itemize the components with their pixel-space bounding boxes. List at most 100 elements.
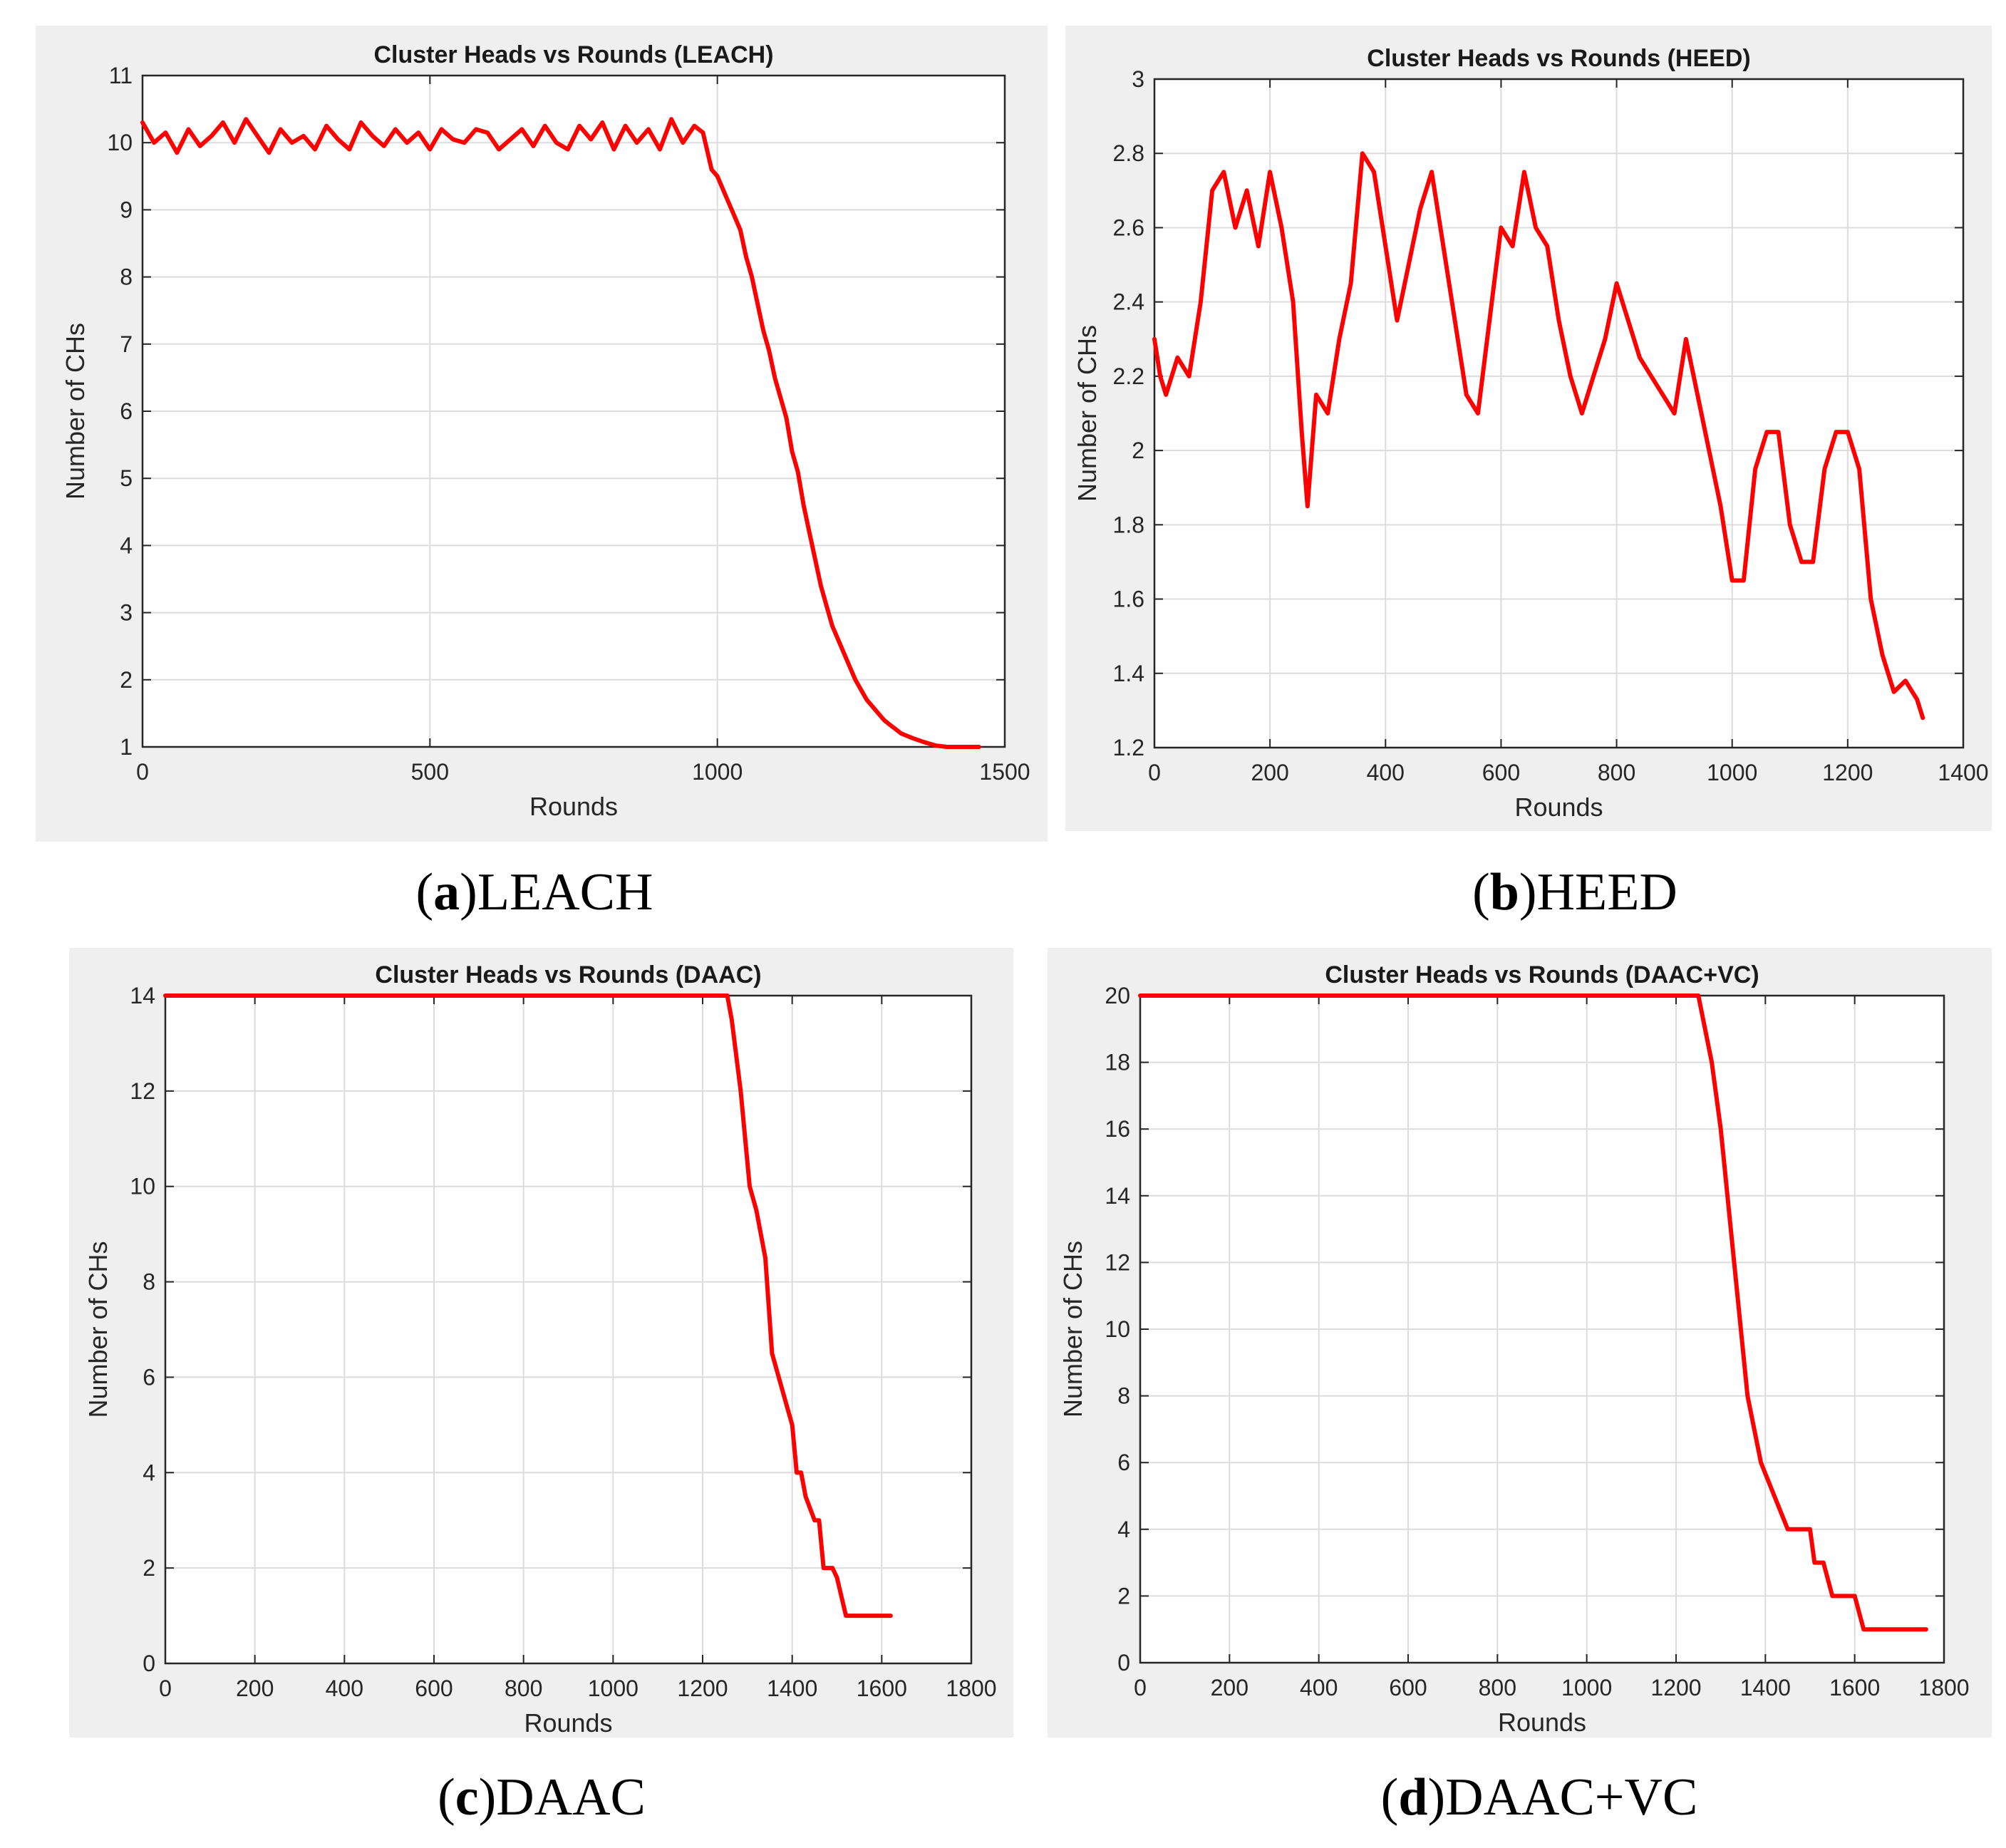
y-tick-label: 1.4	[1113, 661, 1144, 686]
chart-title: Cluster Heads vs Rounds (DAAC+VC)	[1325, 961, 1759, 988]
y-tick-label: 2	[1132, 438, 1144, 463]
caption-name: DAAC	[496, 1768, 646, 1827]
caption-name: DAAC+VC	[1445, 1768, 1698, 1827]
plot-area	[1154, 79, 1963, 748]
caption-a: (a)LEACH	[415, 863, 653, 922]
x-tick-label: 600	[1482, 760, 1520, 785]
chart-heed: 0 200 400 600 800 1000 1200 1400 1.2 1.4 1.6 1.8 2 2.…	[1065, 26, 1992, 831]
chart-panel-c: 0 200 400 600 800 1000 1200 1400 1600 1800 0 2 4 6 8 10…	[69, 948, 1013, 1738]
chart-panel-d: 0 200 400 600 800 1000 1200 1400 1600 1800 0 2 4 6 8 10…	[1048, 948, 1992, 1738]
y-tick-label: 9	[120, 197, 133, 222]
y-tick-label: 12	[130, 1078, 155, 1104]
x-tick-label: 0	[1148, 760, 1161, 785]
y-tick-label: 16	[1105, 1116, 1130, 1142]
y-tick-label: 10	[107, 130, 133, 155]
x-tick-label: 200	[1251, 760, 1288, 785]
series-line	[163, 993, 893, 1619]
y-tick-label: 1.2	[1113, 735, 1144, 760]
x-tick-label: 800	[505, 1676, 542, 1701]
x-tick-label: 600	[1389, 1675, 1427, 1700]
y-tick-label: 20	[1105, 983, 1130, 1008]
x-tick-label: 500	[411, 759, 449, 785]
chart-daac-vc: 0 200 400 600 800 1000 1200 1400 1600 1800 0 2 4 6 8 10…	[1048, 948, 1992, 1738]
y-tick-label: 2	[120, 667, 133, 693]
chart-daac: 0 200 400 600 800 1000 1200 1400 1600 1800 0 2 4 6 8 10…	[69, 948, 1013, 1738]
x-tick-label: 1600	[857, 1676, 907, 1701]
y-tick-label: 4	[120, 532, 133, 558]
y-tick-label: 7	[120, 331, 133, 357]
x-axis-label: Rounds	[524, 1708, 612, 1738]
y-tick-label: 8	[120, 264, 133, 290]
y-axis-label: Number of CHs	[1058, 1241, 1087, 1418]
y-tick-label: 2	[143, 1555, 155, 1581]
chart-title: Cluster Heads vs Rounds (DAAC)	[375, 961, 761, 988]
y-tick-label: 3	[120, 600, 133, 626]
y-axis-label: Number of CHs	[83, 1241, 113, 1418]
x-tick-label: 400	[1367, 760, 1405, 785]
x-tick-label: 1400	[1938, 760, 1988, 785]
y-tick-label: 10	[130, 1174, 155, 1199]
x-tick-label: 0	[159, 1676, 172, 1701]
chart-title: Cluster Heads vs Rounds (LEACH)	[373, 41, 773, 68]
y-tick-label: 3	[1132, 66, 1144, 92]
caption-b: (b)HEED	[1472, 863, 1677, 922]
x-tick-label: 200	[236, 1676, 274, 1701]
x-tick-label: 1000	[1561, 1675, 1612, 1700]
x-tick-label: 0	[1134, 1675, 1147, 1700]
x-tick-label: 1000	[692, 759, 743, 785]
y-tick-label: 6	[120, 398, 133, 424]
y-axis-label: Number of CHs	[1072, 325, 1102, 502]
x-axis-label: Rounds	[1514, 793, 1603, 822]
y-tick-label: 14	[130, 983, 155, 1008]
x-tick-label: 1000	[1707, 760, 1757, 785]
x-tick-label: 1600	[1829, 1675, 1880, 1700]
caption-c: (c)DAAC	[438, 1768, 646, 1827]
y-tick-label: 0	[143, 1651, 155, 1676]
x-tick-label: 800	[1479, 1675, 1516, 1700]
chart-leach: 0 500 1000 1500 1 2 3 4 5 6 7 8 9 10 11 Cluster Heads v…	[36, 26, 1048, 842]
y-tick-label: 10	[1105, 1316, 1130, 1342]
x-tick-label: 1000	[588, 1676, 638, 1701]
x-tick-label: 200	[1211, 1675, 1248, 1700]
series-line	[1152, 151, 1925, 721]
chart-panel-b: 0 200 400 600 800 1000 1200 1400 1.2 1.4 1.6 1.8 2 2.…	[1065, 26, 1992, 831]
x-tick-label: 1800	[946, 1676, 996, 1701]
y-tick-label: 14	[1105, 1183, 1130, 1209]
x-tick-label: 400	[1300, 1675, 1338, 1700]
y-tick-label: 8	[143, 1269, 155, 1295]
y-tick-label: 2.4	[1113, 289, 1144, 315]
x-tick-label: 1400	[767, 1676, 817, 1701]
caption-letter: c	[455, 1768, 479, 1827]
plot-area	[165, 996, 971, 1663]
y-tick-label: 8	[1117, 1383, 1130, 1409]
y-tick-label: 2.8	[1113, 140, 1144, 166]
y-tick-label: 1.8	[1113, 512, 1144, 537]
x-tick-label: 1800	[1918, 1675, 1969, 1700]
chart-panel-a: 0 500 1000 1500 1 2 3 4 5 6 7 8 9 10 11 Cluster Heads v…	[36, 26, 1048, 842]
x-axis-label: Rounds	[1498, 1708, 1586, 1737]
chart-title: Cluster Heads vs Rounds (HEED)	[1367, 45, 1750, 72]
x-tick-label: 1500	[979, 759, 1030, 785]
caption-name: LEACH	[477, 863, 653, 922]
axes-box	[1153, 78, 1965, 749]
y-tick-label: 4	[1117, 1517, 1130, 1542]
y-tick-label: 18	[1105, 1050, 1130, 1075]
y-tick-label: 1.6	[1113, 587, 1144, 612]
y-tick-label: 2	[1117, 1583, 1130, 1609]
x-tick-label: 600	[415, 1676, 453, 1701]
caption-name: HEED	[1536, 863, 1677, 922]
x-tick-label: 400	[326, 1676, 363, 1701]
x-tick-label: 0	[136, 759, 149, 785]
y-axis-label: Number of CHs	[61, 323, 90, 500]
y-tick-label: 4	[143, 1460, 155, 1485]
y-tick-label: 5	[120, 465, 133, 491]
y-tick-label: 6	[1117, 1450, 1130, 1475]
series-line	[1138, 993, 1928, 1632]
y-tick-label: 6	[143, 1364, 155, 1390]
y-tick-label: 2.2	[1113, 363, 1144, 389]
x-tick-label: 1200	[1822, 760, 1873, 785]
y-tick-label: 1	[120, 734, 133, 760]
caption-letter: a	[433, 863, 460, 922]
caption-letter: d	[1398, 1768, 1428, 1827]
x-tick-label: 1400	[1740, 1675, 1791, 1700]
